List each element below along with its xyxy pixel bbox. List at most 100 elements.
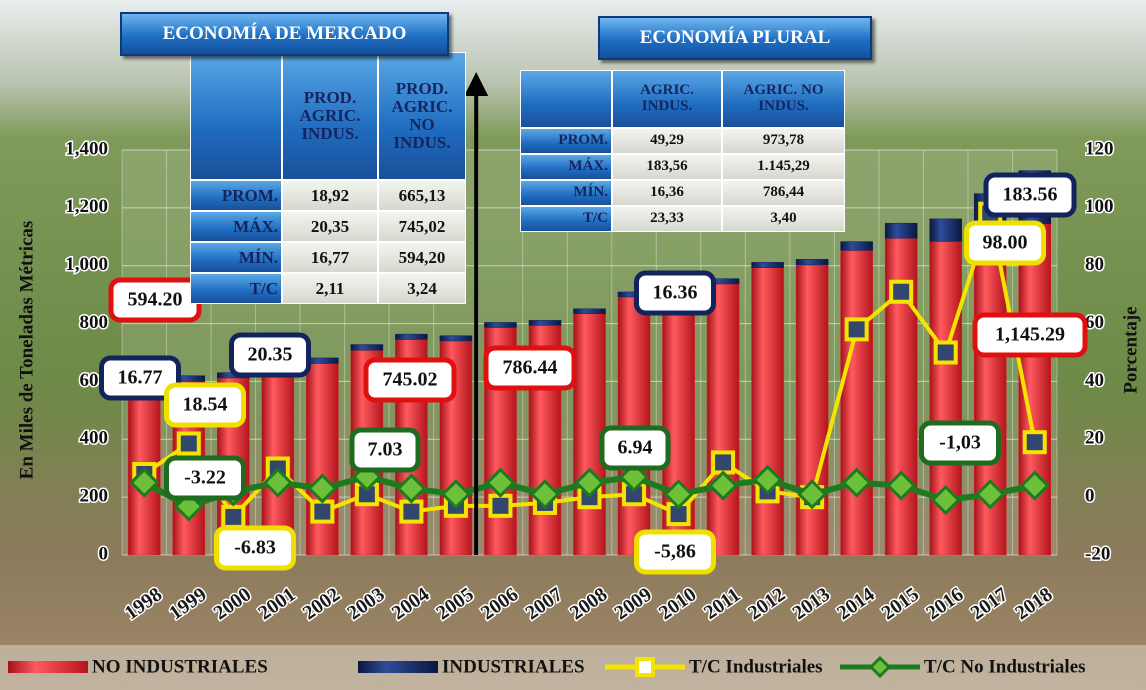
y-axis-title: En Miles de Toneladas Métricas: [16, 221, 37, 480]
panel-title: ECONOMÍA DE MERCADO: [120, 12, 449, 56]
value-label: 1,145.29: [995, 324, 1065, 346]
value-label: 18.54: [183, 394, 228, 416]
table-cell: 594,20: [378, 242, 466, 273]
y2-tick-label: 80: [1085, 254, 1104, 275]
page: En Miles de Toneladas Métricas Porcentaj…: [0, 0, 1146, 690]
y-tick-label: 1,200: [65, 196, 108, 217]
row-label: MÍN.: [190, 242, 282, 273]
y2-tick-label: 0: [1085, 486, 1095, 507]
table-cell: 665,13: [378, 180, 466, 211]
bar: [930, 219, 962, 242]
value-label: -3.22: [184, 467, 226, 489]
value-label: 98.00: [983, 232, 1028, 254]
bar: [796, 259, 828, 265]
table-cell: 1.145,29: [722, 154, 845, 180]
legend-swatch: [8, 661, 88, 673]
row-label: MÁX.: [520, 154, 612, 180]
line-marker: [847, 319, 867, 339]
bar: [440, 336, 472, 341]
bar: [395, 334, 427, 339]
bar: [306, 358, 338, 364]
bar: [573, 309, 605, 314]
bar: [796, 265, 828, 555]
value-label: 7.03: [368, 439, 403, 461]
value-label: 594.20: [128, 289, 183, 311]
value-label: 786.44: [503, 357, 558, 379]
column-header: AGRIC. INDUS.: [612, 70, 722, 128]
header-corner: [520, 70, 612, 128]
legend-label: NO INDUSTRIALES: [92, 656, 268, 677]
table-cell: 16,36: [612, 180, 722, 206]
bar: [752, 262, 784, 267]
y2-tick-label: 120: [1085, 138, 1114, 159]
table-cell: 3,40: [722, 206, 845, 232]
table-cell: 745,02: [378, 211, 466, 242]
column-header: AGRIC. NO INDUS.: [722, 70, 845, 128]
value-label: -1,03: [939, 432, 981, 454]
y2-tick-label: 60: [1085, 312, 1104, 333]
line-marker: [1025, 432, 1045, 452]
bar: [752, 268, 784, 555]
line-marker: [490, 496, 510, 516]
table-cell: 18,92: [282, 180, 378, 211]
table-cell: 49,29: [612, 128, 722, 154]
table-cell: 183,56: [612, 154, 722, 180]
table-cell: 16,77: [282, 242, 378, 273]
y2-tick-label: 40: [1085, 370, 1104, 391]
legend-label: T/C Industriales: [689, 656, 823, 677]
legend-label: INDUSTRIALES: [442, 656, 585, 677]
column-header: PROD. AGRIC. NO INDUS.: [378, 52, 466, 180]
value-label: 20.35: [248, 344, 293, 366]
legend-swatch: [358, 661, 438, 673]
bar: [484, 322, 516, 327]
value-label: -6.83: [234, 537, 276, 559]
y-tick-label: 400: [80, 428, 109, 449]
y2-axis-title: Porcentaje: [1120, 306, 1141, 393]
bar: [351, 345, 383, 351]
line-marker: [936, 343, 956, 363]
header-corner: [190, 52, 282, 180]
row-label: MÍN.: [520, 180, 612, 206]
line-marker: [713, 452, 733, 472]
panel-title: ECONOMÍA PLURAL: [598, 16, 872, 60]
value-label: 16.36: [653, 282, 698, 304]
y-tick-label: 0: [99, 543, 109, 564]
line-marker: [179, 434, 199, 454]
legend-label: T/C No Industriales: [924, 656, 1086, 677]
column-header: PROD. AGRIC. INDUS.: [282, 52, 378, 180]
bar: [841, 242, 873, 251]
value-label: 183.56: [1003, 184, 1058, 206]
y-tick-label: 200: [80, 486, 109, 507]
line-marker: [223, 507, 243, 527]
y-tick-label: 800: [80, 312, 109, 333]
row-label: MÁX.: [190, 211, 282, 242]
y-tick-label: 1,400: [65, 138, 108, 159]
table-cell: 973,78: [722, 128, 845, 154]
bar: [885, 223, 917, 238]
table-cell: 2,11: [282, 273, 378, 304]
value-label: 6.94: [618, 437, 653, 459]
bar: [529, 320, 561, 325]
bar: [841, 250, 873, 555]
row-label: PROM.: [190, 180, 282, 211]
row-label: T/C: [520, 206, 612, 232]
row-label: PROM.: [520, 128, 612, 154]
row-label: T/C: [190, 273, 282, 304]
y-tick-label: 1,000: [65, 254, 108, 275]
legend-marker: [637, 659, 653, 675]
table-cell: 23,33: [612, 206, 722, 232]
y2-tick-label: 20: [1085, 428, 1104, 449]
line-marker: [312, 502, 332, 522]
line-marker: [401, 502, 421, 522]
value-label: -5,86: [654, 541, 696, 563]
line-marker: [891, 282, 911, 302]
value-label: 16.77: [118, 367, 163, 389]
table-cell: 3,24: [378, 273, 466, 304]
y2-tick-label: -20: [1085, 543, 1110, 564]
table-cell: 786,44: [722, 180, 845, 206]
value-label: 745.02: [383, 369, 438, 391]
bar: [306, 363, 338, 555]
table-cell: 20,35: [282, 211, 378, 242]
bar: [707, 284, 739, 555]
y2-tick-label: 100: [1085, 196, 1114, 217]
